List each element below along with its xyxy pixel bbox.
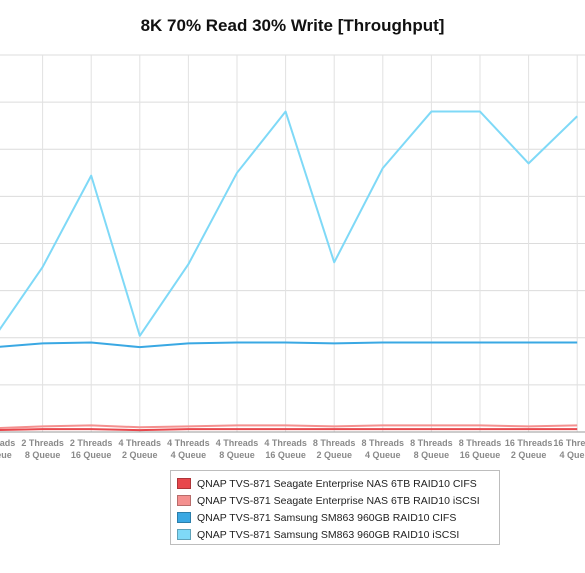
x-tick-label: 8 Queue [25,450,61,460]
x-tick-label: 16 Threads [505,438,553,448]
legend-label: QNAP TVS-871 Samsung SM863 960GB RAID10 … [197,511,457,524]
x-tick-label: 2 Threads [70,438,113,448]
x-tick-label: 8 Threads [410,438,453,448]
legend-item-3: QNAP TVS-871 Samsung SM863 960GB RAID10 … [171,509,499,526]
legend-swatch [177,495,191,506]
x-tick-label: 2 Queue [511,450,547,460]
legend-label: QNAP TVS-871 Seagate Enterprise NAS 6TB … [197,494,480,507]
x-tick-label: 4 Threads [167,438,210,448]
chart-legend: QNAP TVS-871 Seagate Enterprise NAS 6TB … [170,470,500,545]
x-tick-label: 8 Queue [414,450,450,460]
legend-item-2: QNAP TVS-871 Seagate Enterprise NAS 6TB … [171,492,499,509]
legend-swatch [177,529,191,540]
legend-swatch [177,478,191,489]
series-line-4: QNAP TVS-871 Samsung SM863 960GB RAID10 … [0,110,578,337]
x-tick-label: 4 Queue [0,450,12,460]
x-tick-labels: 2 Threads 4 Queue 2 Threads 8 Queue 2 Thread… [0,438,585,460]
x-tick-label: 4 Threads [216,438,259,448]
grid-layer [0,54,585,433]
legend-label: QNAP TVS-871 Samsung SM863 960GB RAID10 … [197,528,460,541]
legend-item-4: QNAP TVS-871 Samsung SM863 960GB RAID10 … [171,526,499,543]
x-tick-label: 2 Queue [122,450,158,460]
x-tick-label: 8 Threads [459,438,502,448]
x-tick-label: 16 Queue [460,450,501,460]
legend-swatch [177,512,191,523]
chart-title: 8K 70% Read 30% Write [Throughput] [140,16,445,35]
x-tick-label: 2 Queue [316,450,352,460]
x-tick-label: 4 Queue [559,450,585,460]
x-tick-label: 4 Threads [119,438,162,448]
x-tick-label: 4 Threads [264,438,307,448]
series-line-1: QNAP TVS-871 Seagate Enterprise NAS 6TB … [0,428,578,432]
x-tick-label: 8 Threads [362,438,405,448]
x-tick-label: 2 Threads [0,438,15,448]
series-layer: QNAP TVS-871 Seagate Enterprise NAS 6TB … [0,110,578,432]
x-tick-label: 4 Queue [171,450,207,460]
series-line-2: QNAP TVS-871 Seagate Enterprise NAS 6TB … [0,424,578,429]
legend-item-1: QNAP TVS-871 Seagate Enterprise NAS 6TB … [171,475,499,492]
x-tick-label: 4 Queue [365,450,401,460]
x-tick-label: 16 Queue [265,450,306,460]
x-tick-label: 8 Queue [219,450,255,460]
x-tick-label: 16 Queue [71,450,112,460]
x-tick-label: 2 Threads [21,438,64,448]
x-tick-label: 16 Threads [553,438,585,448]
series-line-3: QNAP TVS-871 Samsung SM863 960GB RAID10 … [0,341,578,349]
legend-label: QNAP TVS-871 Seagate Enterprise NAS 6TB … [197,477,477,490]
x-tick-label: 8 Threads [313,438,356,448]
